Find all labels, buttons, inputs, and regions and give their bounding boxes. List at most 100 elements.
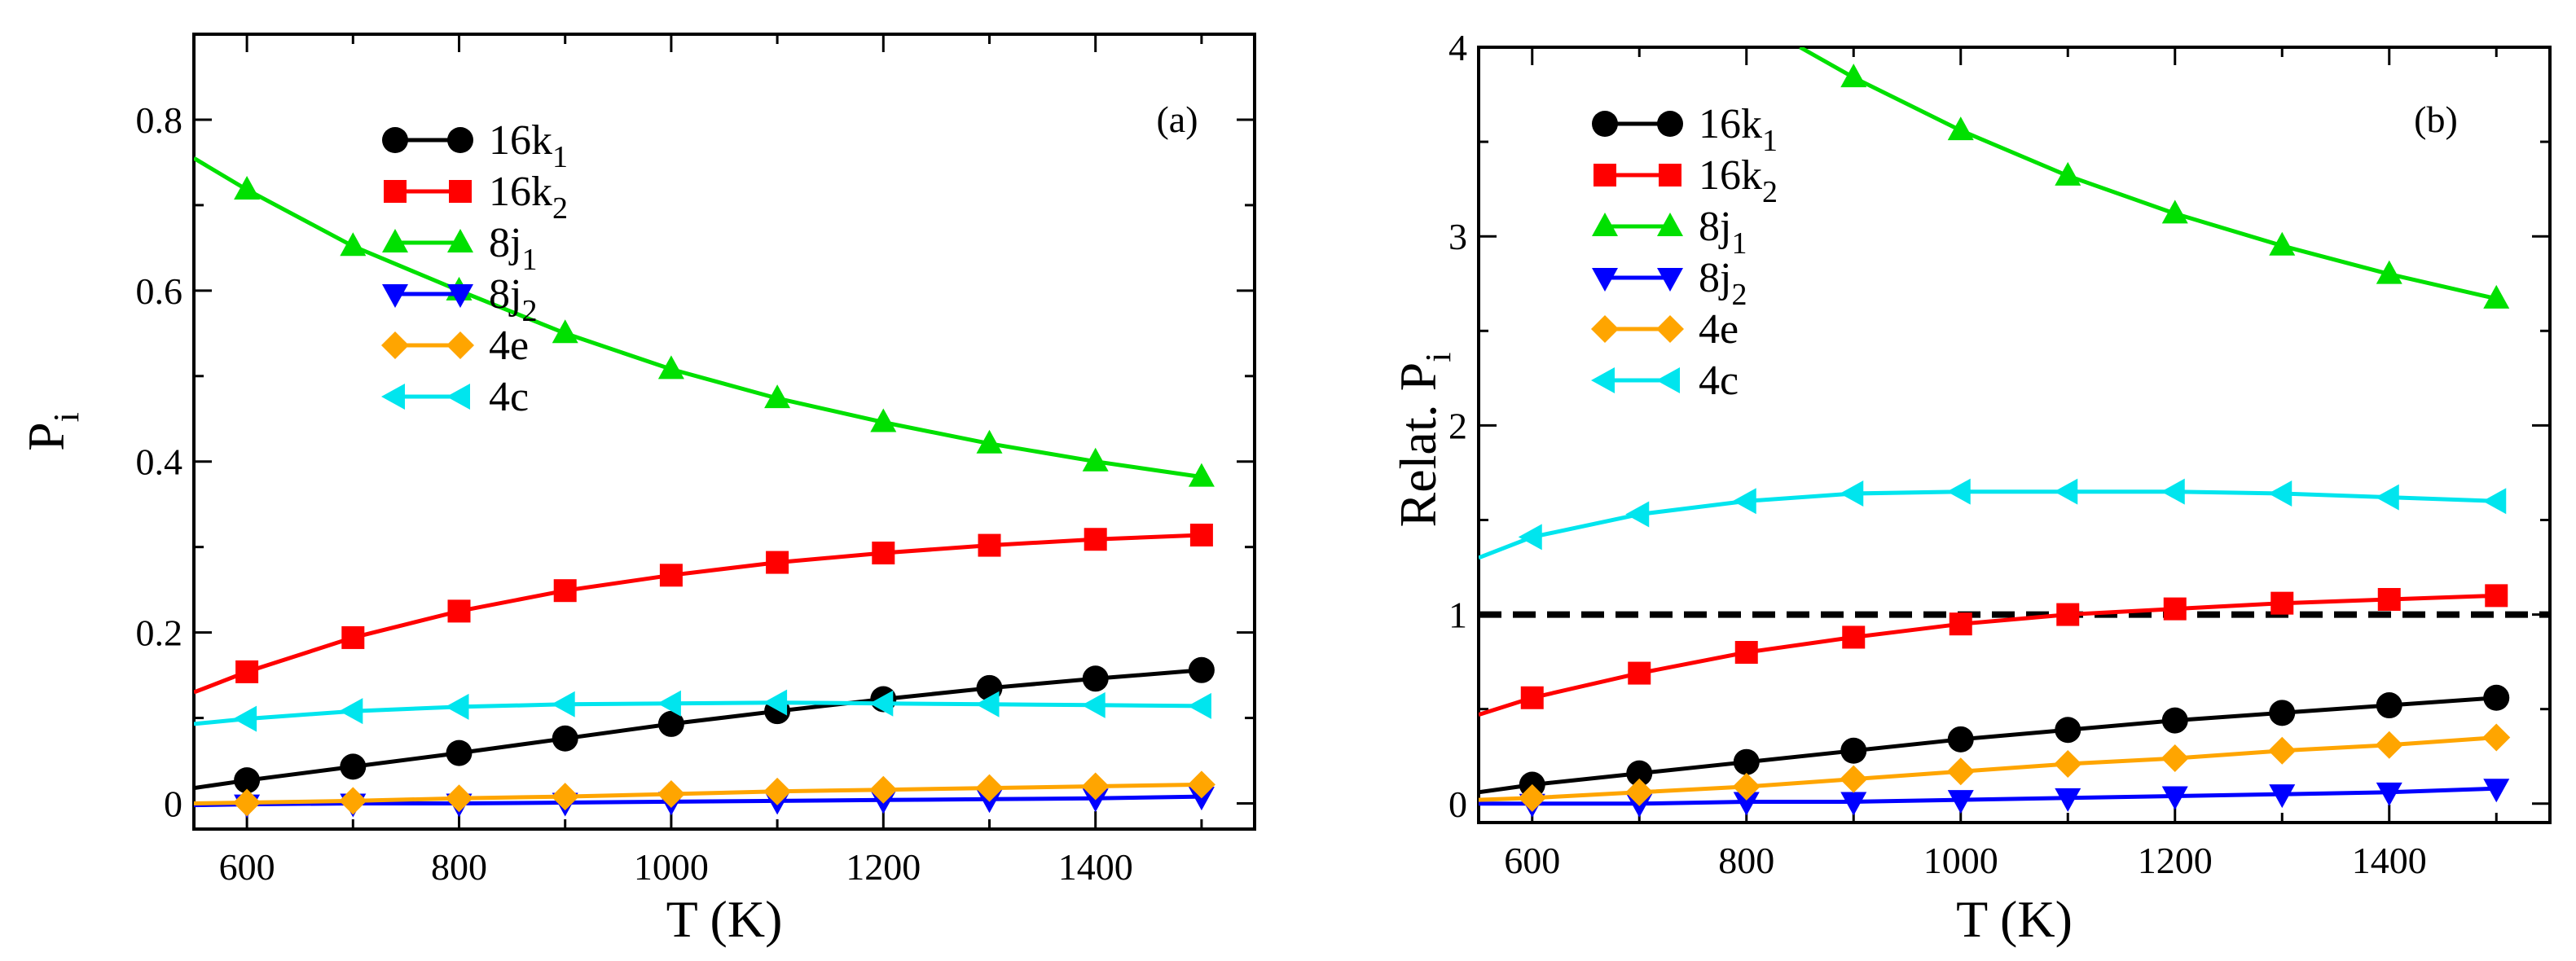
panel-b-point-8j2 — [2161, 786, 2188, 810]
panel-b-point-16k1 — [2483, 684, 2510, 711]
panel-b-point-16k1 — [2161, 707, 2188, 734]
panel-a-point-16k2 — [341, 625, 365, 649]
panel-a-point-4c — [1187, 692, 1211, 719]
panel-b-point-8j1 — [2376, 260, 2402, 284]
panel-a-point-16k1 — [1082, 665, 1109, 692]
panel-b-y-tick-label: 1 — [1448, 595, 1467, 636]
panel-b-point-4c — [2482, 488, 2507, 515]
panel-a-x-tick-label: 1200 — [846, 846, 921, 888]
panel-a-legend-marker — [381, 384, 405, 410]
panel-a-point-4e — [1187, 770, 1215, 799]
panel-a-point-16k2 — [766, 551, 789, 574]
panel-b-legend-label-8j1: 8j1 — [1699, 204, 1747, 261]
panel-b-point-4e — [1732, 772, 1761, 801]
panel-a-point-4e — [869, 775, 898, 804]
panel-b-y-tick-label: 4 — [1448, 27, 1467, 68]
panel-a-point-4e — [551, 783, 579, 811]
panel-b-point-4c — [2054, 478, 2078, 505]
panel-b-point-8j1 — [2055, 161, 2081, 186]
panel-b-legend-marker — [1657, 213, 1683, 236]
panel-b-point-4c — [1840, 480, 1864, 507]
panel-b-point-8j2 — [2483, 779, 2510, 803]
panel-a-point-16k2 — [978, 533, 1001, 557]
panel-b-point-4c — [1732, 488, 1756, 515]
panel-b-legend-label-4e: 4e — [1699, 306, 1739, 353]
panel-b-point-16k2 — [2485, 584, 2508, 608]
panel-a-point-4c — [1081, 691, 1106, 718]
panel-a-legend-marker — [381, 331, 409, 359]
panel-a-point-8j1 — [764, 384, 791, 409]
panel-a-point-8j1 — [234, 176, 261, 200]
panel-b-y-axis-title: Relat. Pi — [1389, 353, 1458, 528]
panel-a-panel-label: (a) — [1156, 99, 1198, 140]
panel-a-point-16k1 — [340, 753, 367, 780]
panel-a-y-tick-label: 0.6 — [136, 270, 183, 312]
panel-b-point-16k2 — [2377, 588, 2401, 612]
panel-a-point-4c — [763, 689, 788, 716]
panel-a-point-4c — [551, 691, 575, 717]
panel-a-legend-marker — [382, 127, 408, 153]
panel-a-x-tick-label: 1000 — [634, 846, 709, 888]
panel-a-point-8j1 — [340, 232, 367, 257]
panel-b-point-16k2 — [2163, 597, 2187, 621]
panel-b-y-tick-label: 3 — [1448, 216, 1467, 257]
panel-b-x-tick-label: 1000 — [1923, 840, 1998, 881]
panel-a-x-tick-label: 800 — [431, 846, 487, 888]
panel-b-point-4e — [2054, 750, 2082, 779]
panel-a-legend-marker — [446, 384, 470, 410]
panel-a-series-line-16k2 — [194, 533, 1202, 695]
panel-b-point-8j1 — [2161, 200, 2188, 224]
panel-b-legend-marker — [1656, 315, 1684, 343]
panel-a-y-tick-label: 0.8 — [136, 99, 183, 141]
panel-b-point-4e — [2375, 731, 2403, 759]
panel-a-series-line-8j1 — [194, 156, 1202, 480]
panel-a-x-axis-title: T (K) — [666, 890, 783, 948]
panel-b-point-8j1 — [2483, 284, 2510, 309]
panel-a-point-8j1 — [657, 355, 684, 380]
panel-b-point-16k1 — [2269, 700, 2296, 726]
panel-a-point-16k1 — [234, 767, 261, 794]
panel-b-point-8j2 — [1840, 792, 1867, 816]
panel-b-point-4c — [1625, 501, 1650, 528]
panel-b-legend-marker — [1656, 367, 1680, 393]
panel-b-point-8j2 — [1947, 790, 1974, 814]
panel-a-point-4c — [233, 705, 257, 732]
panel-b-point-8j1 — [1947, 116, 1974, 141]
panel-b-legend-label-16k2: 16k2 — [1699, 152, 1778, 209]
panel-b-point-4c — [2268, 480, 2292, 507]
panel-b-x-tick-label: 800 — [1718, 840, 1774, 881]
panel-a-point-4c — [975, 691, 1000, 717]
panel-b-point-16k2 — [1734, 641, 1758, 665]
panel-b-point-8j1 — [1840, 64, 1867, 88]
panel-b-point-4e — [1625, 778, 1654, 806]
panel-b-point-4e — [2161, 744, 2189, 773]
panel-a-point-4c — [339, 698, 363, 725]
panel-a-legend-label-4e: 4e — [489, 323, 529, 369]
panel-a-y-axis-title: Pi — [17, 412, 86, 451]
panel-a-point-4e — [445, 784, 473, 813]
panel-a-point-4c — [869, 690, 894, 717]
panel-b-legend-label-8j2: 8j2 — [1699, 255, 1747, 312]
panel-a-point-16k2 — [553, 579, 577, 603]
panel-b-legend-marker — [1657, 268, 1683, 292]
panel-a-point-8j1 — [870, 408, 897, 432]
panel-b-point-8j2 — [1733, 792, 1760, 816]
panel-b-legend-marker — [1657, 111, 1683, 137]
panel-b-point-4e — [2482, 723, 2511, 752]
panel-b-point-4c — [1518, 524, 1542, 551]
panel-b-point-16k1 — [1840, 737, 1867, 764]
panel-b-y-tick-label: 2 — [1448, 405, 1467, 446]
panel-b-series-line-4c — [1479, 489, 2497, 560]
panel-b-point-16k1 — [2376, 692, 2402, 719]
panel-a-legend-marker — [382, 229, 408, 252]
panel-a-point-16k1 — [657, 710, 684, 737]
panel-a-point-16k1 — [446, 739, 473, 766]
panel-b-x-tick-label: 1400 — [2352, 840, 2427, 881]
panel-a-y-tick-label: 0.4 — [136, 441, 183, 483]
panel-b-point-8j2 — [2376, 782, 2402, 806]
panel-b-point-4e — [2268, 736, 2297, 765]
panel-a-point-16k2 — [1189, 523, 1213, 546]
panel-a-point-4c — [445, 693, 469, 720]
panel-a-frame — [192, 33, 1256, 831]
